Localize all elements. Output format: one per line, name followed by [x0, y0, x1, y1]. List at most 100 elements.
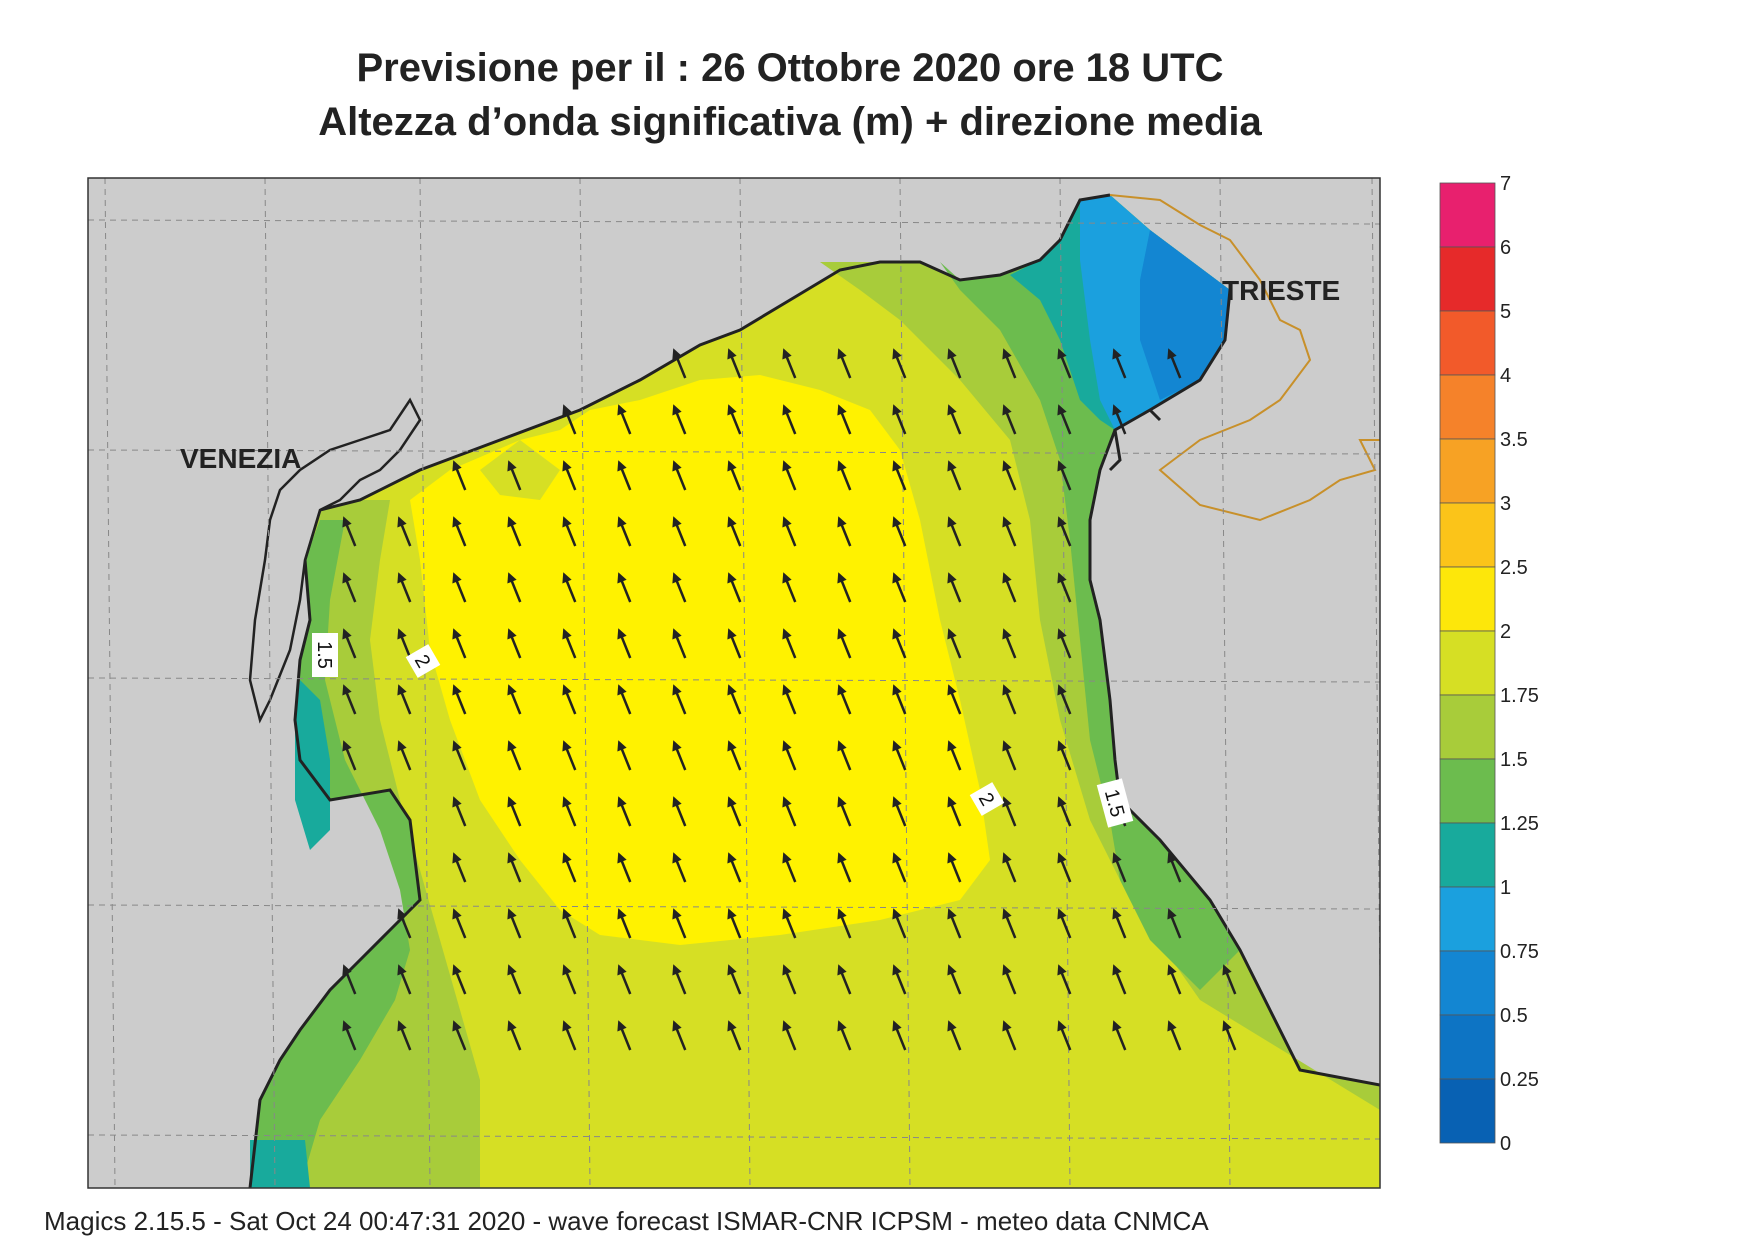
- wave-direction-arrow: [397, 908, 412, 939]
- wave-direction-arrow: [617, 516, 632, 547]
- wave-direction-arrow: [452, 684, 467, 715]
- wave-direction-arrow: [1002, 740, 1017, 771]
- wave-direction-arrow: [947, 628, 962, 659]
- wave-direction-arrow: [507, 684, 522, 715]
- wave-direction-arrow: [507, 964, 522, 995]
- grid-meridian: [1219, 178, 1231, 1188]
- colorbar-label: 1.75: [1500, 685, 1539, 707]
- map-subtitle: Altezza d’onda significativa (m) + direz…: [318, 100, 1262, 144]
- wave-direction-arrow: [837, 740, 852, 771]
- colorbar-swatch: [1439, 886, 1496, 952]
- wave-direction-arrow: [507, 516, 522, 547]
- colorbar-label: 3: [1500, 493, 1511, 515]
- wave-direction-arrow: [562, 572, 577, 603]
- wave-direction-arrow: [672, 908, 687, 939]
- colorbar-swatch: [1439, 246, 1496, 312]
- wave-direction-arrow: [1112, 1020, 1127, 1051]
- wave-direction-arrow: [507, 1020, 522, 1051]
- wave-direction-arrow: [782, 964, 797, 995]
- wave-direction-arrow: [1057, 740, 1072, 771]
- wave-direction-arrow: [947, 852, 962, 883]
- wave-direction-arrow: [947, 516, 962, 547]
- colorbar-swatch: [1439, 566, 1496, 632]
- wave-direction-arrow: [837, 684, 852, 715]
- wave-direction-arrow: [672, 404, 687, 435]
- colorbar-swatch: [1439, 758, 1496, 824]
- wave-direction-arrow: [947, 404, 962, 435]
- wave-direction-arrow: [727, 404, 742, 435]
- wave-direction-arrow: [837, 516, 852, 547]
- wave-direction-arrow: [1057, 964, 1072, 995]
- wave-direction-arrow: [837, 852, 852, 883]
- wave-direction-arrow: [617, 964, 632, 995]
- wave-direction-arrow: [507, 852, 522, 883]
- map-area: [88, 178, 1380, 1188]
- wave-direction-arrow: [1002, 796, 1017, 827]
- national-border: [1109, 194, 1380, 522]
- wave-direction-arrow: [1167, 852, 1182, 883]
- wave-direction-arrow: [1002, 852, 1017, 883]
- colorbar-swatch: [1439, 374, 1496, 440]
- wave-direction-arrow: [1222, 1020, 1237, 1051]
- wave-direction-arrow: [397, 572, 412, 603]
- wave-direction-arrow: [892, 852, 907, 883]
- grid-meridian: [739, 178, 751, 1188]
- wave-direction-arrow: [1112, 908, 1127, 939]
- wave-direction-arrow: [782, 684, 797, 715]
- colorbar-swatch: [1439, 182, 1496, 248]
- wave-direction-arrow: [342, 1020, 357, 1051]
- wave-direction-arrow: [837, 628, 852, 659]
- wave-direction-arrow: [837, 348, 852, 379]
- wave-direction-arrow: [892, 516, 907, 547]
- wave-direction-arrow: [837, 796, 852, 827]
- wave-direction-arrow: [892, 964, 907, 995]
- wave-direction-arrow: [837, 1020, 852, 1051]
- wave-direction-arrow: [452, 572, 467, 603]
- wave-direction-arrow: [617, 1020, 632, 1051]
- sea-band-1-1-25-southwest: [250, 1140, 310, 1188]
- wave-direction-arrow: [947, 460, 962, 491]
- wave-direction-arrow: [562, 964, 577, 995]
- wave-direction-arrow: [1057, 348, 1072, 379]
- wave-direction-arrow: [727, 348, 742, 379]
- wave-direction-arrow: [617, 796, 632, 827]
- map-frame: [87, 177, 1381, 1189]
- wave-direction-arrow: [397, 1020, 412, 1051]
- wave-direction-arrow: [947, 572, 962, 603]
- wave-direction-arrow: [782, 740, 797, 771]
- wave-direction-arrow: [617, 852, 632, 883]
- wave-direction-arrow: [1112, 404, 1127, 435]
- wave-direction-arrow: [562, 460, 577, 491]
- colorbar-swatch: [1439, 502, 1496, 568]
- colorbar-label: 6: [1500, 237, 1511, 259]
- wave-direction-arrow: [562, 740, 577, 771]
- colorbar-label: 5: [1500, 301, 1511, 323]
- colorbar-label: 0: [1500, 1133, 1511, 1155]
- wave-direction-arrow: [782, 796, 797, 827]
- wave-direction-arrow: [1167, 1020, 1182, 1051]
- wave-direction-arrow: [1057, 404, 1072, 435]
- colorbar-swatch: [1439, 1078, 1496, 1144]
- colorbar-label: 7: [1500, 173, 1511, 195]
- wave-direction-arrow: [672, 516, 687, 547]
- wave-direction-arrow: [452, 460, 467, 491]
- wave-direction-arrow: [397, 964, 412, 995]
- wave-direction-arrow: [1002, 1020, 1017, 1051]
- wave-direction-arrow: [727, 684, 742, 715]
- contour-label-1: 1.5: [312, 633, 338, 677]
- wave-direction-arrow: [672, 628, 687, 659]
- wave-direction-arrow: [837, 460, 852, 491]
- wave-direction-arrow: [617, 404, 632, 435]
- wave-direction-arrows: [342, 348, 1237, 1051]
- wave-direction-arrow: [672, 572, 687, 603]
- wave-direction-arrow: [947, 684, 962, 715]
- wave-direction-arrow: [562, 908, 577, 939]
- wave-direction-arrow: [727, 628, 742, 659]
- colorbar-swatch: [1439, 950, 1496, 1016]
- wave-direction-arrow: [1167, 348, 1182, 379]
- grid-meridian: [899, 178, 911, 1188]
- grid-meridian: [579, 178, 591, 1188]
- wave-direction-arrow: [837, 404, 852, 435]
- wave-direction-arrow: [1002, 684, 1017, 715]
